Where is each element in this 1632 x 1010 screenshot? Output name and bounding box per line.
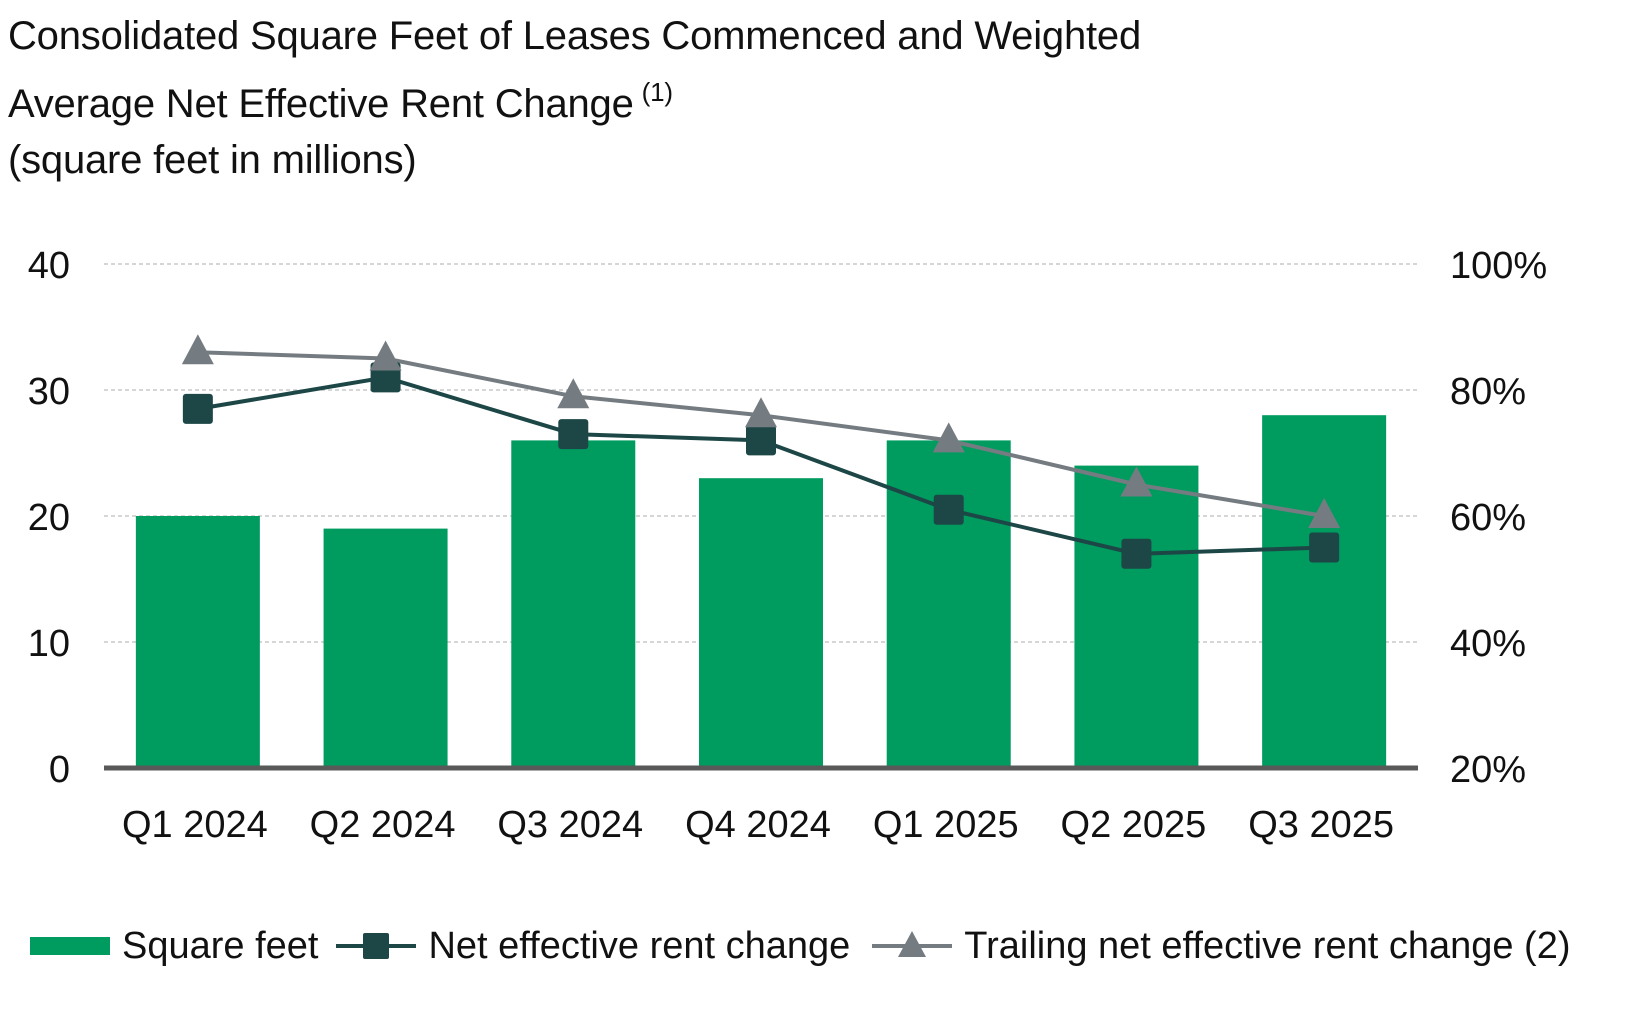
y-left-tick-label: 0 [49, 749, 70, 791]
marker-trailing-net-effective-rent-change [181, 334, 214, 365]
marker-net-effective-rent-change [558, 419, 589, 450]
marker-net-effective-rent-change [1121, 538, 1152, 569]
y-right-tick-label: 20% [1450, 749, 1526, 791]
x-tick-label: Q3 2024 [497, 804, 643, 846]
marker-trailing-net-effective-rent-change [1308, 498, 1341, 528]
marker-trailing-net-effective-rent-change [557, 378, 590, 409]
y-right-tick-label: 100% [1450, 245, 1547, 287]
marker-trailing-net-effective-rent-change [369, 340, 402, 371]
x-tick-label: Q2 2024 [310, 804, 456, 846]
x-tick-label: Q1 2025 [873, 804, 1019, 846]
legend-item-net: Net effective rent change [336, 925, 850, 968]
bar-square-feet [886, 440, 1011, 768]
legend-label-trailing: Trailing net effective rent change (2) [964, 924, 1571, 967]
legend-swatch-trailing [872, 931, 953, 957]
legend-item-trailing: Trailing net effective rent change (2) [872, 924, 1571, 968]
y-left-tick-label: 10 [28, 623, 70, 665]
chart-legend: Square feet Net effective rent change Tr… [30, 918, 1571, 974]
legend-label-net: Net effective rent change [428, 924, 851, 967]
marker-net-effective-rent-change [1309, 532, 1340, 563]
bar-square-feet [135, 516, 260, 768]
bar-square-feet [323, 528, 448, 768]
legend-item-square-feet: Square feet [30, 925, 318, 968]
chart-title-line1: Consolidated Square Feet of Leases Comme… [8, 14, 1142, 58]
chart-subtitle: (square feet in millions) [8, 138, 417, 182]
marker-net-effective-rent-change [933, 494, 964, 525]
marker-trailing-net-effective-rent-change [1120, 466, 1153, 497]
bar-square-feet [511, 440, 636, 768]
x-tick-label: Q4 2024 [685, 804, 831, 846]
chart-title: Consolidated Square Feet of Leases Comme… [8, 8, 1141, 188]
chart-title-footnote: (1) [641, 77, 673, 107]
marker-trailing-net-effective-rent-change [745, 397, 777, 428]
chart-title-line2-text: Average Net Effective Rent Change [8, 82, 634, 126]
x-tick-label: Q2 2025 [1061, 804, 1207, 846]
marker-net-effective-rent-change [182, 393, 213, 424]
bar-square-feet [1262, 415, 1387, 768]
x-tick-label: Q1 2024 [122, 804, 268, 846]
legend-swatch-bar [30, 937, 110, 955]
y-right-tick-label: 80% [1450, 371, 1526, 413]
y-right-tick-label: 40% [1450, 623, 1526, 665]
y-left-tick-label: 30 [28, 371, 70, 413]
marker-trailing-net-effective-rent-change [932, 422, 965, 453]
y-left-tick-label: 20 [28, 497, 70, 539]
y-left-tick-label: 40 [28, 245, 70, 287]
legend-label-square-feet: Square feet [122, 924, 319, 967]
chart-title-line2: Average Net Effective Rent Change (1) [8, 64, 1141, 132]
bar-square-feet [699, 478, 823, 768]
marker-net-effective-rent-change [746, 425, 776, 456]
legend-swatch-net [336, 933, 417, 959]
bar-square-feet [1074, 465, 1199, 768]
y-right-tick-label: 60% [1450, 497, 1526, 539]
x-tick-label: Q3 2025 [1248, 804, 1394, 846]
